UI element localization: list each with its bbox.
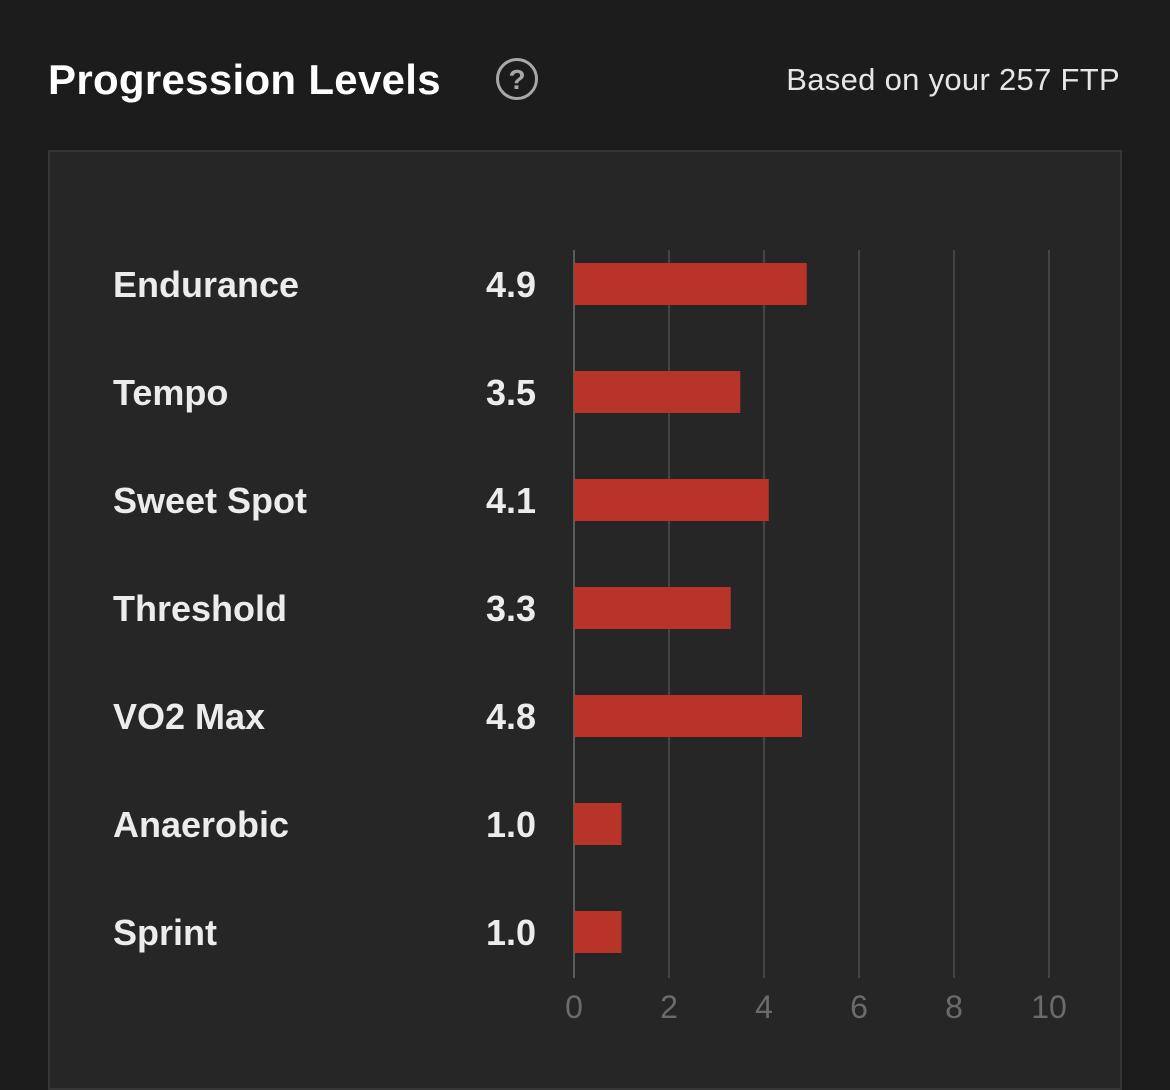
bar-anaerobic [574,803,622,845]
bar-sprint [574,911,622,953]
category-label: Threshold [113,588,287,629]
x-tick-label: 2 [660,989,678,1025]
bar-tempo [574,371,741,413]
question-circle-icon[interactable]: ? [496,58,538,100]
page-title: Progression Levels [48,56,441,103]
x-tick-label: 4 [755,989,773,1025]
bar-sweet-spot [574,479,769,521]
x-tick-label: 0 [565,989,583,1025]
chart-panel: 0 2 4 6 8 10 Endurance 4.9 Tempo 3.5 Sweet Spot 4.1… [48,150,1122,1090]
x-tick-label: 10 [1031,989,1067,1025]
category-label: Anaerobic [113,804,289,845]
header: Progression Levels ? Based on your 257 F… [48,50,1120,114]
x-tick-label: 8 [945,989,963,1025]
value-label: 4.1 [486,480,536,521]
category-label: Tempo [113,372,228,413]
x-tick-label: 6 [850,989,868,1025]
ftp-subtitle: Based on your 257 FTP [786,62,1120,97]
value-label: 4.8 [486,696,536,737]
value-label: 4.9 [486,264,536,305]
value-label: 3.3 [486,588,536,629]
progression-bar-chart: 0 2 4 6 8 10 Endurance 4.9 Tempo 3.5 Sweet Spot 4.1… [113,250,1067,1025]
value-label: 1.0 [486,912,536,953]
value-label: 1.0 [486,804,536,845]
value-label: 3.5 [486,372,536,413]
bar-endurance [574,263,807,305]
category-label: VO2 Max [113,696,265,737]
bar-threshold [574,587,731,629]
bar-vo2-max [574,695,802,737]
category-label: Endurance [113,264,299,305]
category-label: Sweet Spot [113,480,307,521]
category-label: Sprint [113,912,217,953]
